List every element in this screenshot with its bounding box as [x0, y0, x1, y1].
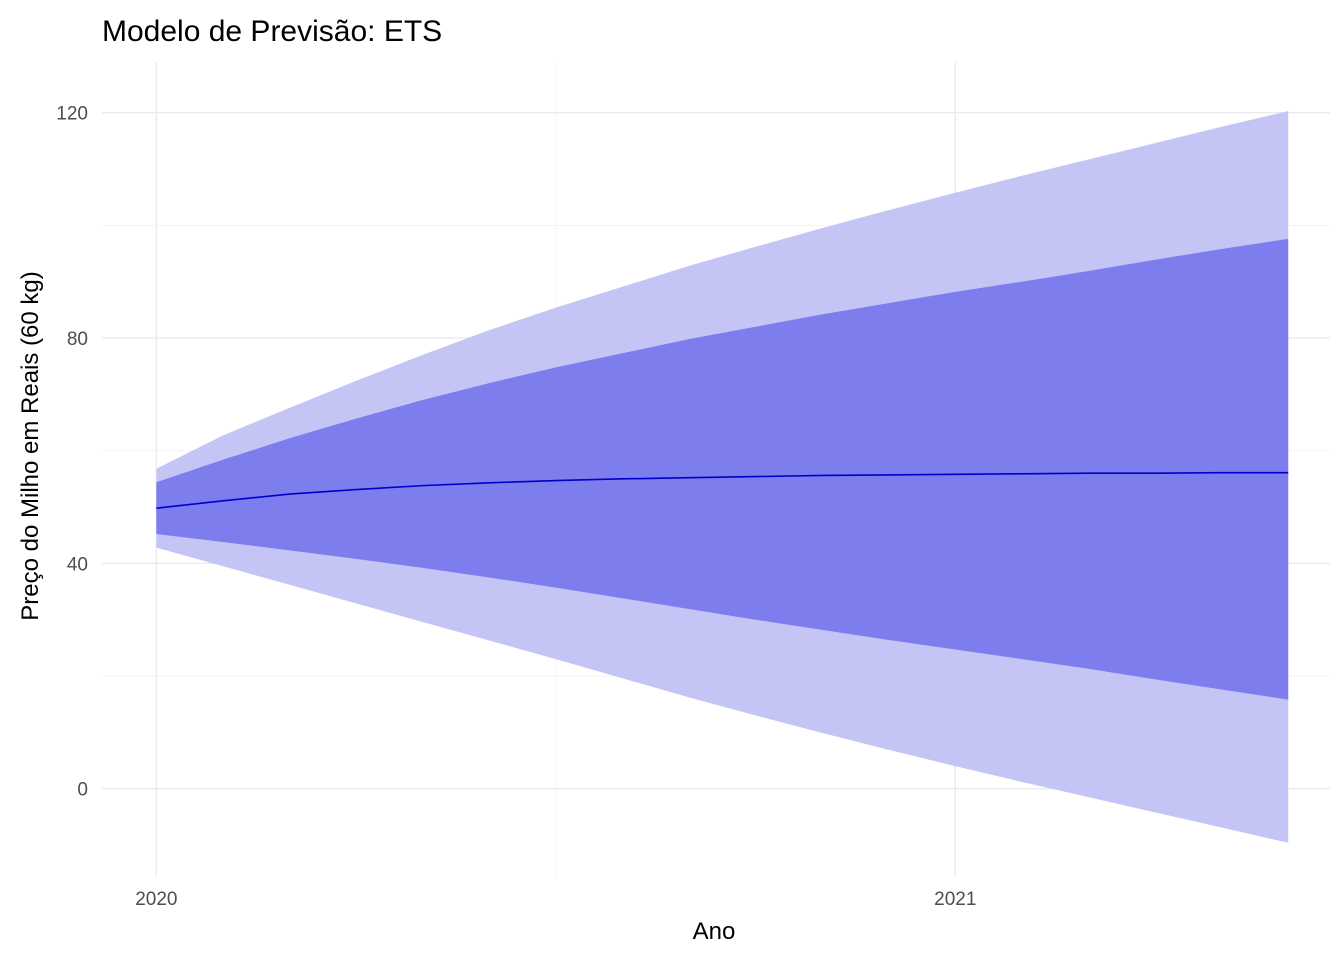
point-forecast-line [156, 471, 1289, 509]
x-tick-label: 2021 [934, 889, 976, 910]
inner-interval-band [156, 238, 1289, 700]
y-axis-label: Preço do Milho em Reais (60 kg) [17, 271, 44, 620]
y-tick-label: 0 [77, 780, 88, 801]
y-tick-label: 40 [67, 554, 88, 575]
chart-title: Modelo de Previsão: ETS [102, 15, 442, 48]
tick-labels: 0 40 80 120 2020 2021 [56, 104, 976, 910]
forecast-line-group [156, 471, 1289, 509]
y-tick-label: 80 [67, 329, 88, 350]
x-axis-label: Ano [693, 918, 736, 945]
y-tick-label: 120 [56, 104, 88, 125]
x-tick-label: 2020 [135, 889, 177, 910]
